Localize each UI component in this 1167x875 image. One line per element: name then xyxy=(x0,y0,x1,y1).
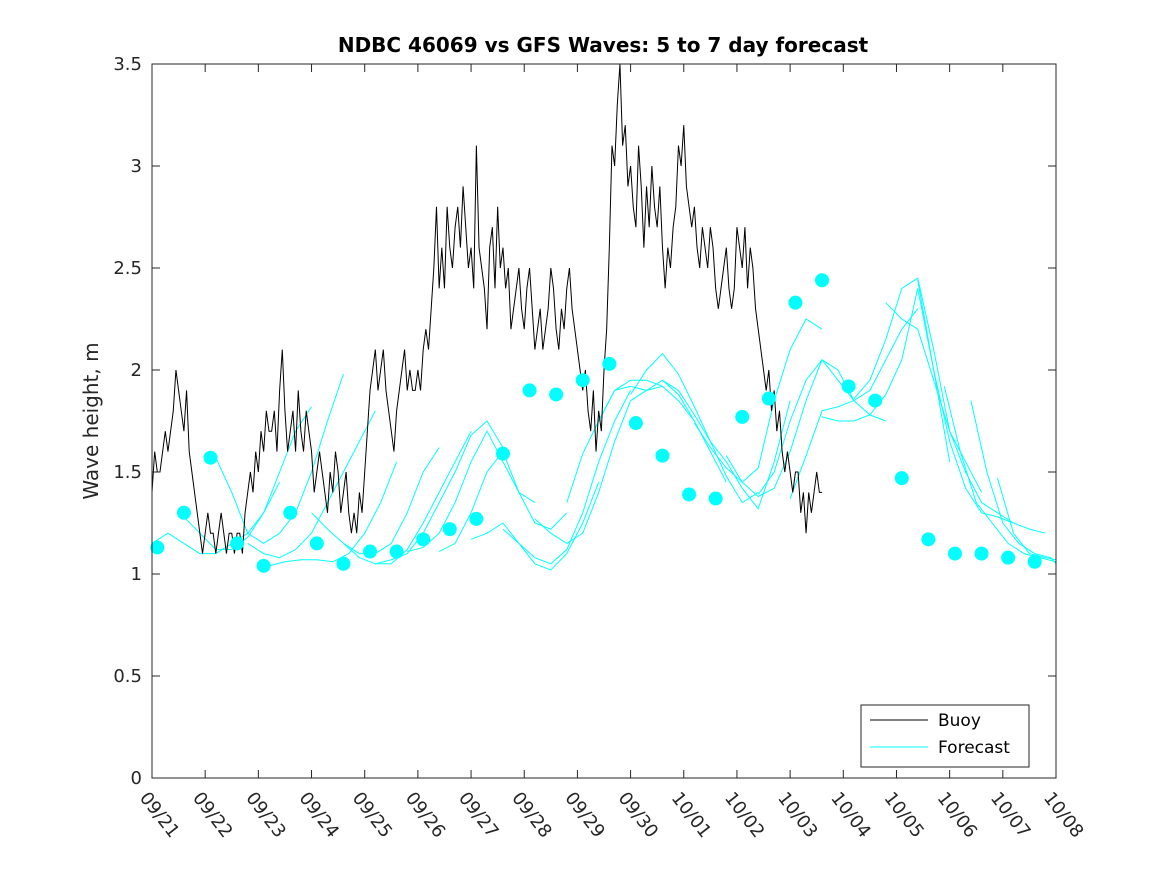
y-axis-label: Wave height, m xyxy=(79,342,103,499)
forecast-marker xyxy=(682,487,697,502)
plot-area xyxy=(152,64,1056,778)
forecast-marker xyxy=(336,556,351,571)
forecast-line-23 xyxy=(885,302,1014,524)
forecast-marker xyxy=(495,446,510,461)
forecast-marker xyxy=(442,522,457,537)
series-layer xyxy=(150,63,1057,573)
legend-box xyxy=(860,704,1030,768)
forecast-marker xyxy=(815,273,830,288)
buoy-line xyxy=(151,63,823,554)
forecast-marker xyxy=(788,295,803,310)
forecast-line-11 xyxy=(502,390,632,565)
forecast-marker xyxy=(256,558,271,573)
forecast-marker xyxy=(575,373,590,388)
forecast-marker xyxy=(894,471,909,486)
y-tick-label: 0 xyxy=(131,768,142,789)
forecast-marker xyxy=(921,532,936,547)
forecast-line-10 xyxy=(470,482,600,571)
forecast-line-20 xyxy=(789,308,919,499)
forecast-line-4 xyxy=(268,461,398,567)
forecast-marker xyxy=(230,536,245,551)
forecast-marker xyxy=(868,393,883,408)
forecast-marker xyxy=(974,546,989,561)
forecast-line-27 xyxy=(997,477,1057,561)
y-tick-label: 3.5 xyxy=(113,54,142,75)
forecast-marker xyxy=(363,544,378,559)
forecast-marker xyxy=(416,532,431,547)
legend-buoy-label: Buoy xyxy=(938,711,981,731)
forecast-line-6 xyxy=(343,430,472,565)
forecast-marker xyxy=(309,536,324,551)
forecast-marker xyxy=(735,409,750,424)
forecast-marker xyxy=(602,356,617,371)
forecast-marker xyxy=(628,416,643,431)
y-tick-label: 1.5 xyxy=(113,462,142,483)
forecast-marker xyxy=(947,546,962,561)
forecast-line-24 xyxy=(917,280,1046,534)
forecast-marker xyxy=(389,544,404,559)
forecast-marker xyxy=(150,540,165,555)
forecast-marker xyxy=(655,448,670,463)
forecast-line-17 xyxy=(693,318,823,483)
forecast-line-18 xyxy=(725,359,855,498)
forecast-marker xyxy=(708,491,723,506)
y-axis: 0 0.5 1 1.5 2 2.5 3 3.5 xyxy=(113,54,1056,789)
forecast-line-16 xyxy=(662,379,791,510)
forecast-marker xyxy=(1027,554,1042,569)
forecast-line-2 xyxy=(215,373,344,544)
forecast-marker xyxy=(841,379,856,394)
forecast-line-12 xyxy=(534,385,663,544)
forecast-marker xyxy=(549,387,564,402)
y-tick-label: 2 xyxy=(131,360,142,381)
chart-title: NDBC 46069 vs GFS Waves: 5 to 7 day fore… xyxy=(338,33,869,57)
y-tick-label: 3 xyxy=(131,156,142,177)
forecast-marker xyxy=(1001,550,1016,565)
y-tick-label: 2.5 xyxy=(113,258,142,279)
forecast-line-3 xyxy=(247,410,376,559)
y-tick-label: 0.5 xyxy=(113,666,142,687)
forecast-marker xyxy=(469,511,484,526)
forecast-marker xyxy=(522,383,537,398)
forecast-marker xyxy=(283,505,298,520)
forecast-line-15 xyxy=(630,352,759,504)
forecast-line-13 xyxy=(566,379,695,503)
forecast-line-19 xyxy=(757,358,887,495)
forecast-marker xyxy=(761,391,776,406)
forecast-marker xyxy=(203,450,218,465)
forecast-line-1 xyxy=(183,406,312,551)
axes-box xyxy=(151,63,1057,779)
legend-forecast-label: Forecast xyxy=(938,738,1010,758)
forecast-line-26 xyxy=(970,400,1057,565)
legend: Buoy Forecast xyxy=(860,704,1030,768)
forecast-marker xyxy=(176,505,191,520)
y-tick-label: 1 xyxy=(131,564,142,585)
